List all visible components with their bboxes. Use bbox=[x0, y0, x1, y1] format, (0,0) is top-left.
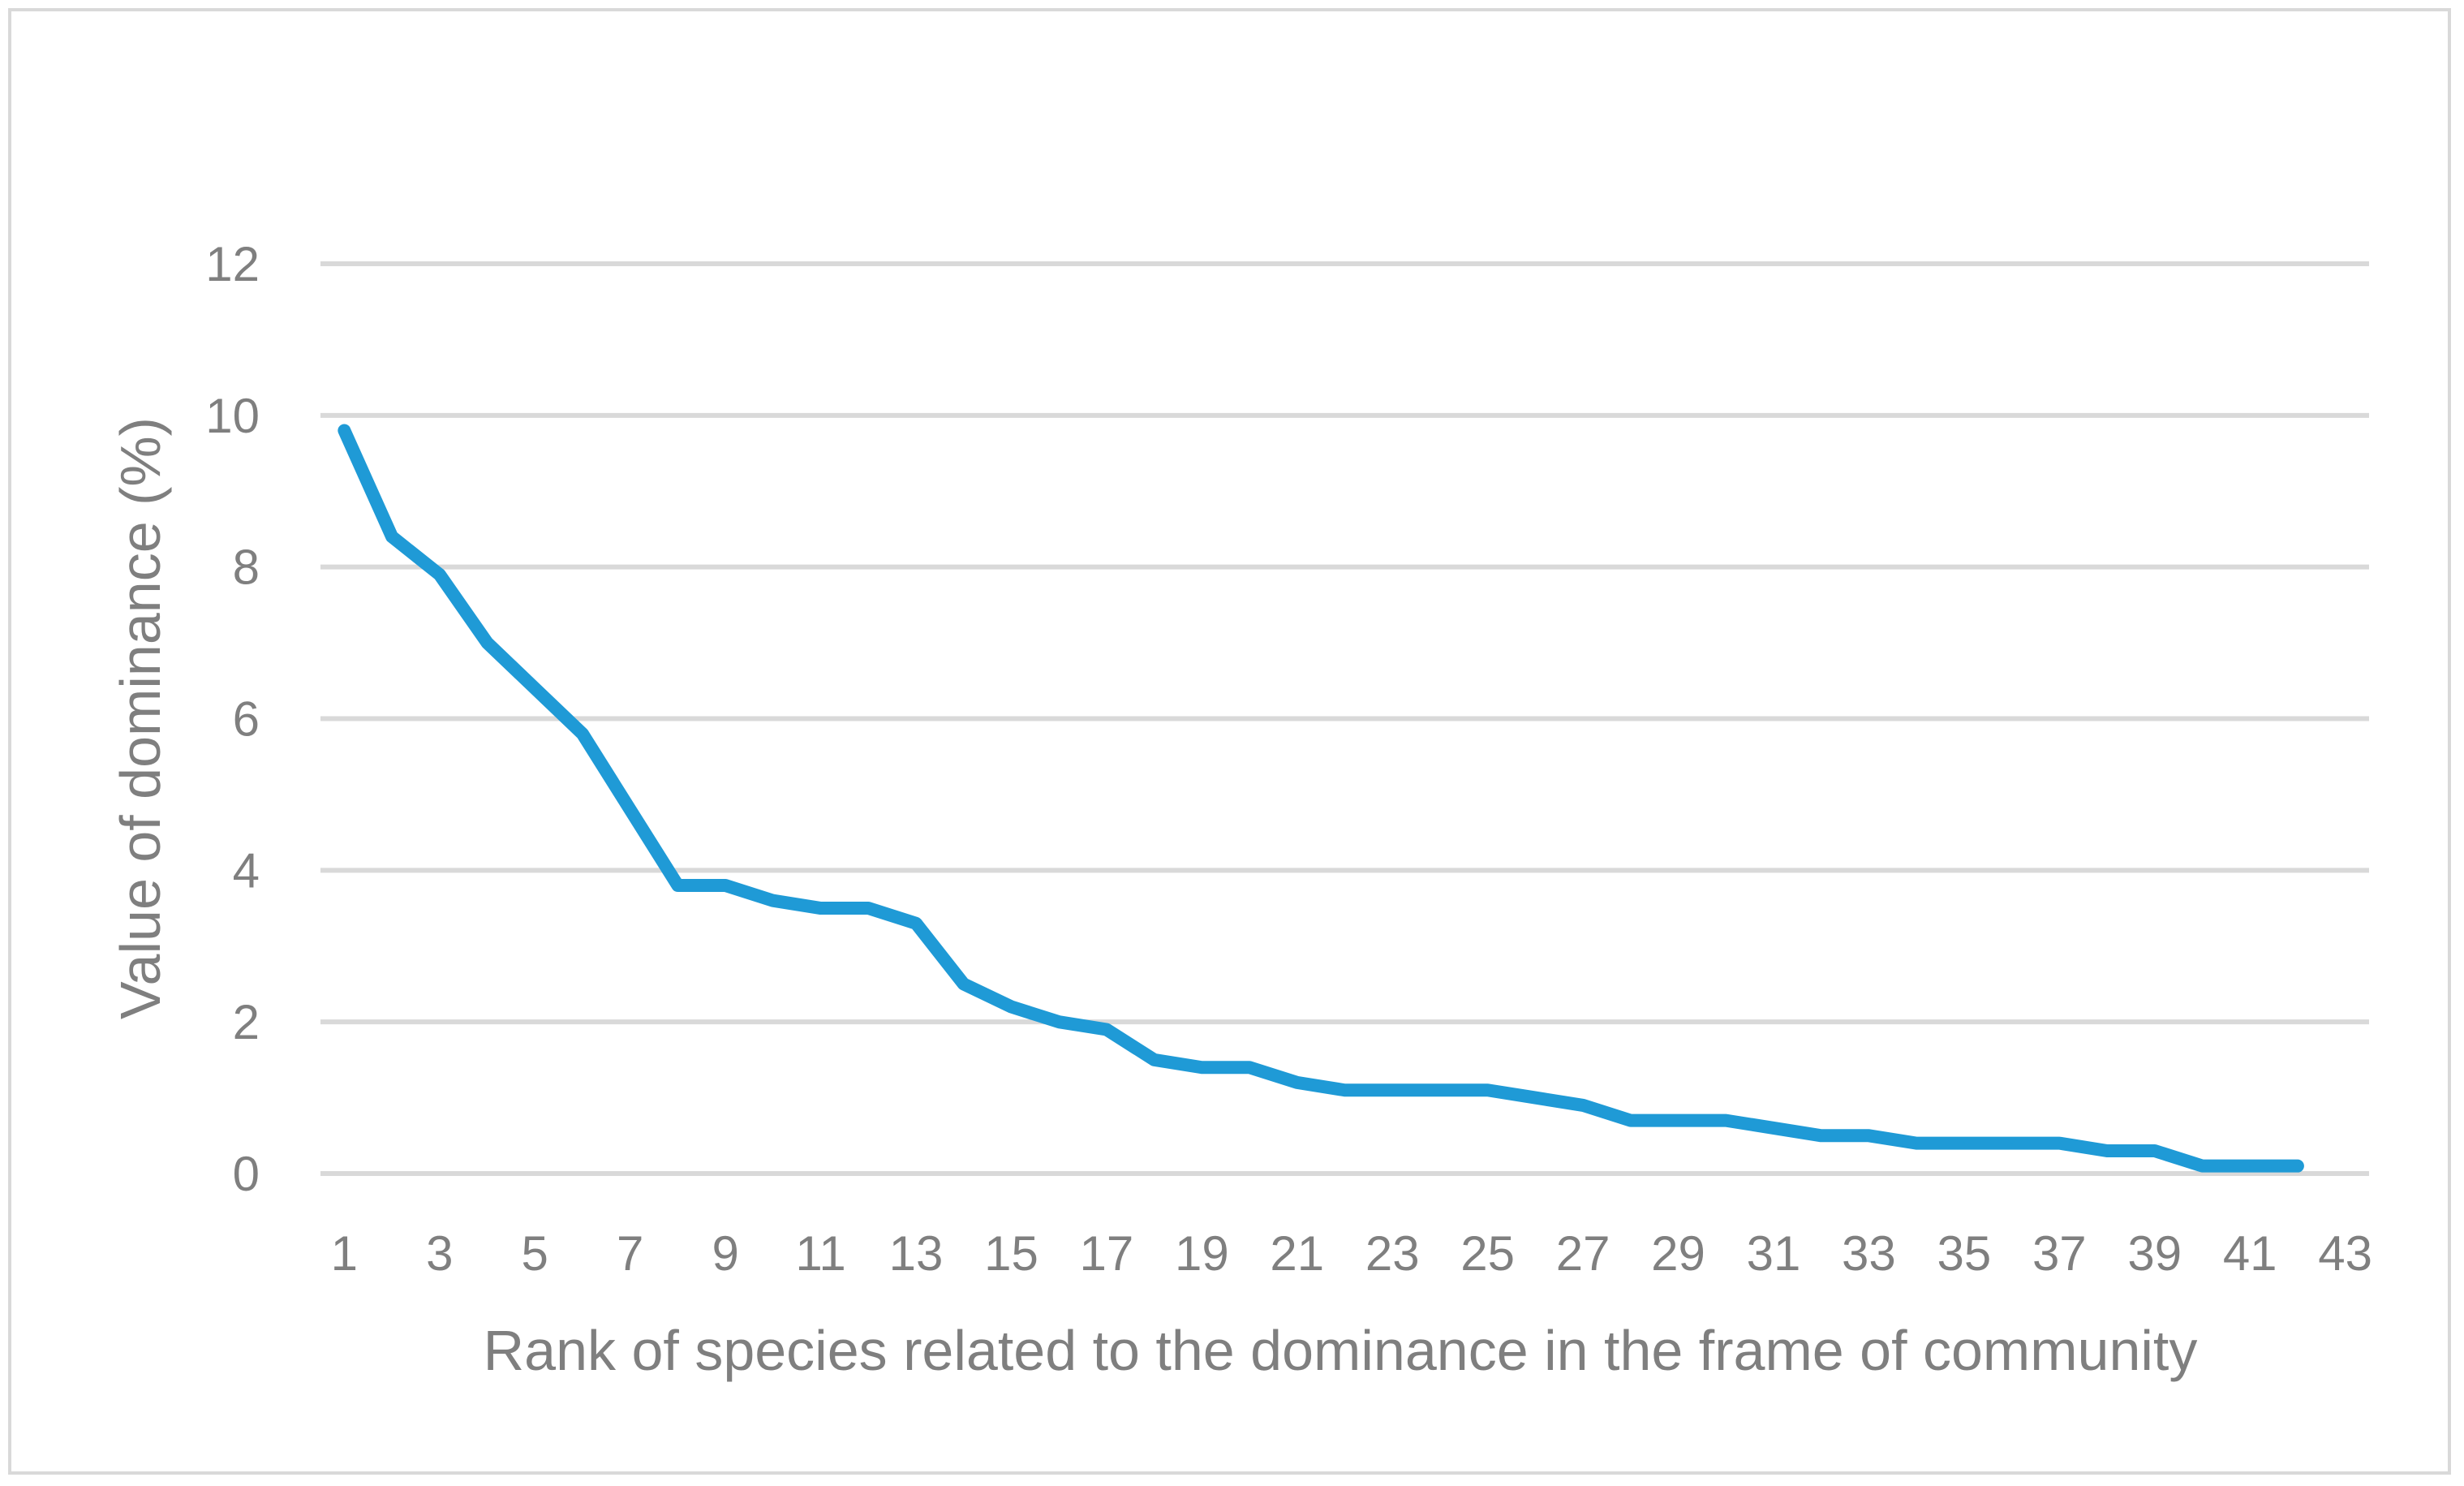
data-point bbox=[581, 733, 583, 735]
x-tick-label: 31 bbox=[1747, 1226, 1801, 1281]
x-axis-title: Rank of species related to the dominance… bbox=[484, 1319, 2198, 1382]
data-point bbox=[1582, 1104, 1585, 1106]
data-point bbox=[2010, 1142, 2013, 1144]
data-point bbox=[1534, 1096, 1537, 1099]
x-tick-label: 15 bbox=[984, 1226, 1038, 1281]
x-tick-label: 13 bbox=[889, 1226, 944, 1281]
data-point bbox=[1963, 1142, 1965, 1144]
data-point bbox=[438, 574, 441, 576]
data-point bbox=[391, 536, 393, 538]
x-tick-label: 43 bbox=[2318, 1226, 2372, 1281]
x-tick-label: 39 bbox=[2127, 1226, 2182, 1281]
y-tick-label: 12 bbox=[205, 237, 260, 291]
data-point bbox=[1296, 1081, 1298, 1083]
data-point bbox=[1249, 1066, 1251, 1069]
x-tick-label: 29 bbox=[1651, 1226, 1705, 1281]
x-tick-label: 37 bbox=[2032, 1226, 2087, 1281]
x-tick-label: 25 bbox=[1460, 1226, 1515, 1281]
y-tick-label: 10 bbox=[205, 389, 260, 443]
data-point bbox=[486, 642, 488, 644]
data-point bbox=[1058, 1021, 1060, 1023]
x-tick-label: 1 bbox=[331, 1226, 358, 1281]
data-point bbox=[2249, 1165, 2251, 1167]
data-point bbox=[1629, 1119, 1632, 1122]
data-point bbox=[2201, 1165, 2204, 1167]
data-point bbox=[1391, 1089, 1394, 1092]
series-layer bbox=[338, 424, 2304, 1173]
y-tick-label: 0 bbox=[233, 1147, 260, 1201]
x-tick-label: 27 bbox=[1556, 1226, 1610, 1281]
y-tick-label: 8 bbox=[233, 541, 260, 595]
x-tick-label: 23 bbox=[1365, 1226, 1420, 1281]
x-tick-label: 7 bbox=[617, 1226, 643, 1281]
data-point bbox=[1486, 1089, 1489, 1092]
y-tick-label: 6 bbox=[233, 692, 260, 747]
x-tick-label: 33 bbox=[1842, 1226, 1896, 1281]
data-point bbox=[962, 983, 965, 985]
data-point bbox=[1725, 1119, 1727, 1122]
data-point bbox=[629, 808, 631, 811]
x-tick-label: 21 bbox=[1270, 1226, 1324, 1281]
x-tick-label: 11 bbox=[795, 1226, 845, 1281]
data-point bbox=[2153, 1149, 2156, 1152]
x-tick-label: 5 bbox=[522, 1226, 548, 1281]
x-tick-label: 3 bbox=[426, 1226, 453, 1281]
y-tick-label: 2 bbox=[233, 995, 260, 1049]
data-point bbox=[2106, 1149, 2109, 1152]
data-point bbox=[677, 885, 679, 887]
data-point bbox=[1201, 1066, 1203, 1069]
data-point bbox=[1772, 1126, 1774, 1129]
data-point bbox=[1868, 1135, 1870, 1137]
x-tick-label: 41 bbox=[2223, 1226, 2277, 1281]
gridlines bbox=[320, 261, 2369, 1176]
data-point bbox=[1677, 1119, 1679, 1122]
x-axis-ticks: 1 3 5 7 9 11 13 15 17 19 21 23 25 27 29 31 33 35 37 39 41 43 bbox=[331, 1226, 2372, 1281]
data-point bbox=[1916, 1142, 1918, 1144]
y-tick-label: 4 bbox=[233, 843, 260, 898]
data-point bbox=[772, 899, 774, 902]
data-point bbox=[2296, 1165, 2298, 1167]
x-tick-label: 9 bbox=[712, 1226, 738, 1281]
y-axis-title: Value of dominance (%) bbox=[109, 417, 172, 1019]
series-line-0 bbox=[338, 424, 2304, 1173]
y-axis-ticks: 0 2 4 6 8 10 12 bbox=[205, 237, 260, 1201]
data-point bbox=[343, 429, 346, 432]
data-point bbox=[1153, 1058, 1155, 1061]
chart-frame bbox=[8, 8, 2451, 1475]
data-point bbox=[1438, 1089, 1441, 1092]
x-tick-label: 19 bbox=[1175, 1226, 1229, 1281]
data-point bbox=[1344, 1089, 1346, 1092]
data-point bbox=[1105, 1028, 1107, 1031]
data-point bbox=[2058, 1142, 2061, 1144]
data-point bbox=[1010, 1006, 1013, 1008]
data-point bbox=[867, 907, 870, 910]
x-tick-label: 35 bbox=[1937, 1226, 1991, 1281]
data-point bbox=[819, 907, 822, 910]
data-point bbox=[1820, 1135, 1822, 1137]
data-point bbox=[725, 885, 727, 887]
data-point bbox=[534, 687, 536, 690]
data-point bbox=[915, 922, 918, 924]
x-tick-label: 17 bbox=[1080, 1226, 1134, 1281]
